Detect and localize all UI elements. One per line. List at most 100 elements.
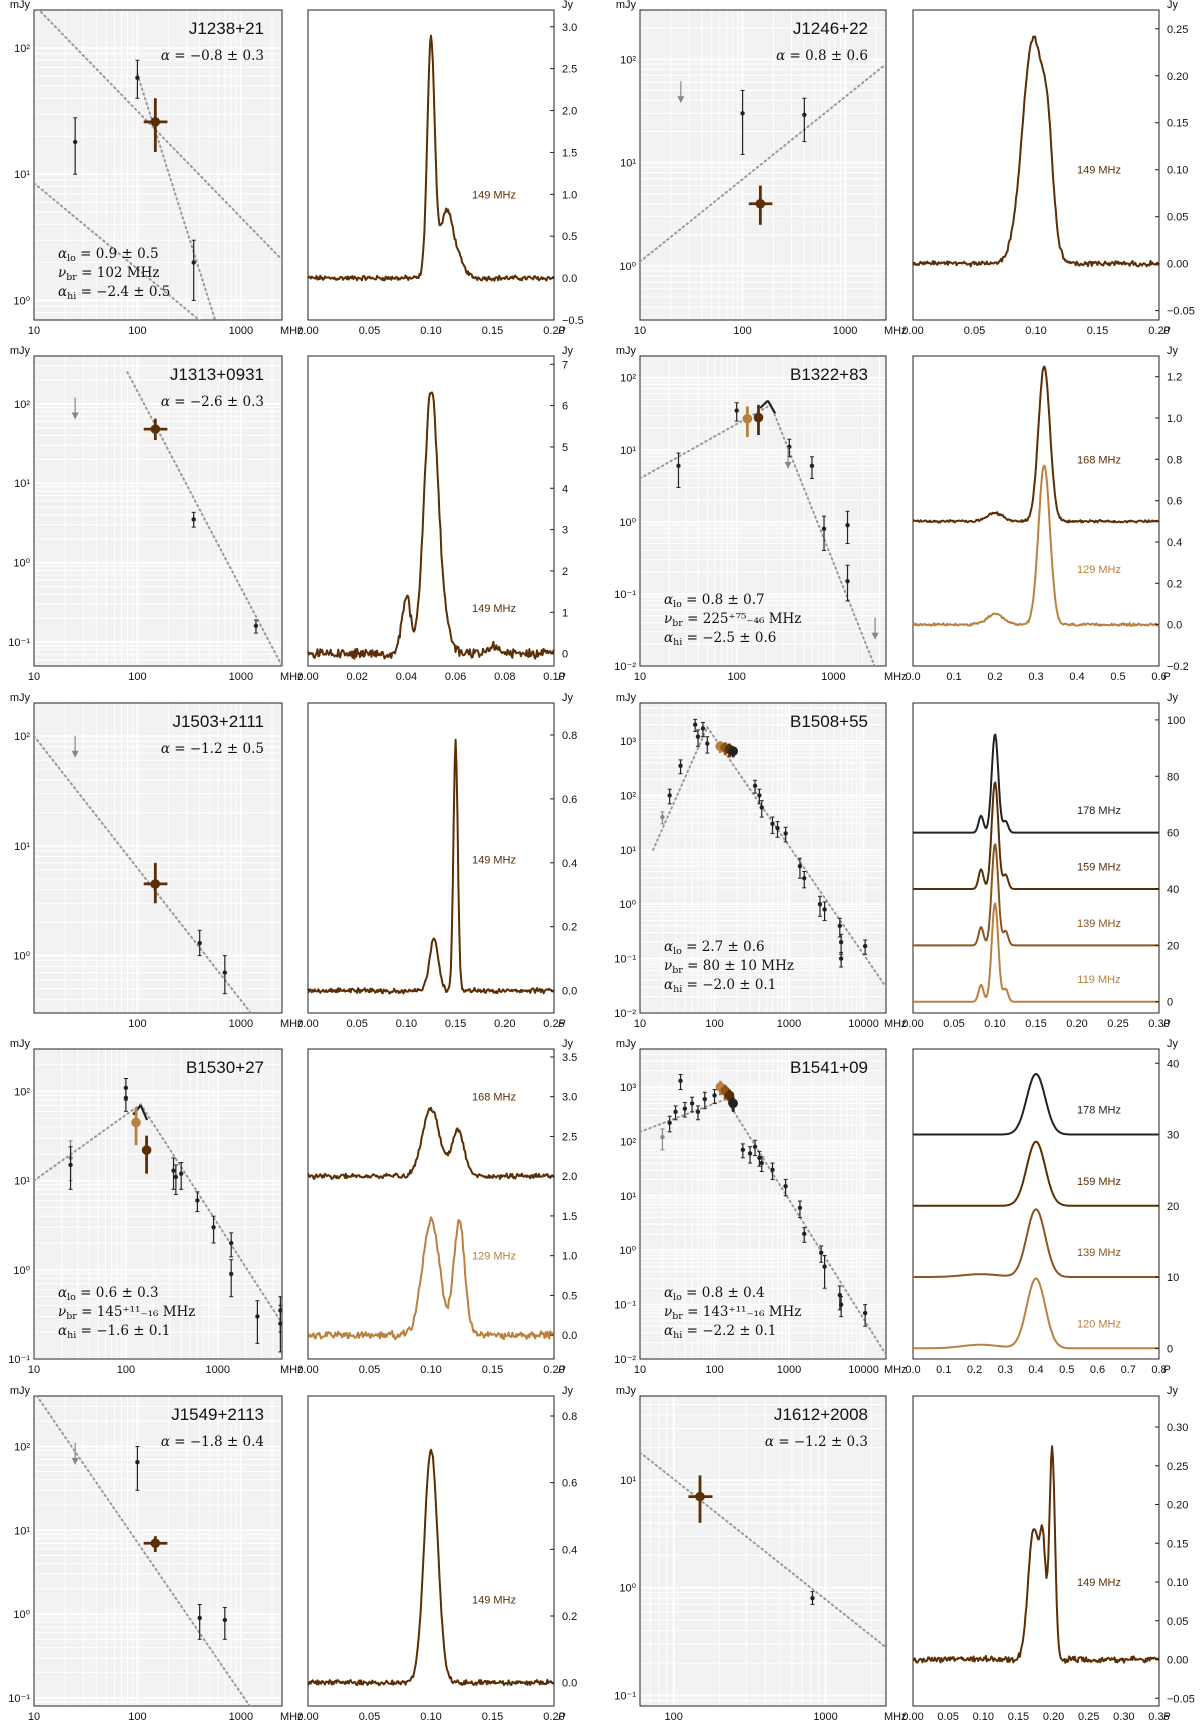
chart-j1238+21: 10 100 1000 MHz 10⁰ 10¹ 10² mJy J1238+21 α = −0.8… (10, 0, 584, 337)
y-tick-label: 20 (1167, 1201, 1179, 1213)
y-tick-label: 1.0 (562, 189, 577, 201)
profile-line (912, 843, 1160, 947)
profile-panel: 149 MHz 0.00 0.05 0.10 0.15 0.20P−0.5 0.0 0.5 1.… (297, 0, 583, 337)
y-tick-label: 0.05 (1167, 1616, 1188, 1628)
y-tick-label: 100 (1167, 715, 1185, 727)
data-point (197, 1615, 202, 1621)
y-tick-label: 0.20 (1167, 71, 1188, 83)
y-tick-label: 0.6 (562, 794, 577, 806)
profile-line (307, 34, 555, 282)
data-point (229, 1240, 234, 1246)
data-point (150, 117, 161, 127)
data-point (712, 1093, 717, 1098)
data-point (728, 746, 738, 756)
profile-line (912, 1140, 1160, 1207)
data-point (135, 1459, 140, 1465)
sed-panel: 100 1000 MHz 10⁻¹ 10⁰ 10¹ mJy J1612+2008 α = −1.… (614, 1385, 906, 1722)
y-tick-label: 2.5 (562, 64, 577, 76)
profile-frame (912, 9, 1160, 321)
spectral-index: α = −1.2 ± 0.3 (765, 1434, 868, 1450)
fit-line (652, 726, 709, 851)
profile-line (307, 391, 555, 660)
data-point (797, 1205, 803, 1211)
y-tick-label: 6 (562, 401, 568, 413)
x-tick-label: 0.25 (543, 1018, 564, 1030)
y-tick-label: 10⁰ (619, 261, 636, 273)
y-tick-label: 10⁻¹ (8, 1354, 30, 1366)
y-tick-label: 0 (1167, 1343, 1173, 1355)
profile-line (912, 781, 1160, 890)
y-tick-label: 10¹ (14, 478, 30, 490)
sed-plot-area (34, 10, 282, 320)
y-tick-label: 0.6 (1167, 496, 1182, 508)
chart-b1508+55: 10 100 1000 10000 MHz10⁻²10⁻¹10⁰10¹10²10³mJy… (614, 692, 1185, 1030)
x-tick-label: 0.00 (297, 325, 318, 337)
x-tick-label: 0.20 (543, 1711, 564, 1722)
y-tick-label: 0.20 (1167, 1500, 1188, 1512)
y-tick-label: 10⁰ (13, 558, 30, 570)
profile-freq-label: 139 MHz (1077, 1247, 1121, 1259)
x-tick-label: 0.05 (943, 1018, 964, 1030)
profile-freq-label: 129 MHz (1077, 564, 1121, 576)
profile-panel: 178 MHz 159 MHz 139 MHz 120 MHz 0.0 0.1 0.2 0.3… (905, 1038, 1179, 1376)
data-point (673, 1109, 678, 1115)
phase-unit: P (1163, 1711, 1171, 1722)
y-tick-label: 0.8 (1167, 454, 1182, 466)
sed-border (33, 355, 283, 667)
x-tick-label: 0.15 (445, 1018, 466, 1030)
sed-panel: 10 100 1000 MHz 10⁻² 10⁻¹ 10⁰ 10¹ 10² mJy B1322+83… (614, 345, 906, 683)
y-tick-label: 0.00 (1167, 1655, 1188, 1667)
y-tick-label: 1.5 (562, 147, 577, 159)
sed-plot-area (652, 718, 886, 989)
profile-frame (912, 355, 1160, 667)
sed-panel: 10 100 1000 MHz 10⁰ 10¹ 10² mJy J1246+22 α = 0.8 … (616, 0, 907, 337)
y-tick-label: 10 (1167, 1272, 1179, 1284)
data-point (197, 940, 202, 946)
y-axis-unit: mJy (10, 1385, 31, 1397)
data-point (255, 1314, 260, 1319)
profile-panel: 178 MHz 159 MHz 139 MHz 119 MHz 0.00 0.05 0.10… (902, 692, 1185, 1030)
data-point (862, 1310, 868, 1316)
y-axis-unit: Jy (1167, 1038, 1179, 1050)
y-tick-label: 3 (562, 525, 568, 537)
x-tick-label: 0.20 (543, 1364, 564, 1376)
y-tick-label: 80 (1167, 771, 1179, 783)
y-tick-label: 3.5 (562, 1052, 577, 1064)
nu-break: νbr = 80 ± 10 MHz (664, 958, 794, 976)
x-tick-label: 100 (128, 1018, 146, 1030)
y-tick-label: 3.0 (562, 22, 577, 34)
pulsar-name: J1246+22 (793, 19, 868, 38)
y-tick-label: 0.4 (562, 1544, 577, 1556)
data-point (770, 1167, 775, 1173)
y-tick-label: 10⁰ (13, 951, 30, 963)
pulsar-name: B1530+27 (186, 1058, 264, 1077)
nu-break: νbr = 102 MHz (58, 265, 160, 283)
profile-frame (912, 1395, 1160, 1707)
alpha-lo: αlo = 2.7 ± 0.6 (664, 939, 765, 957)
profile-panel: 168 MHz 129 MHz 0.00 0.05 0.10 0.15 0.20P 0.0 0.… (297, 1038, 577, 1376)
profile-freq-label: 178 MHz (1077, 805, 1121, 817)
x-tick-label: 0.20 (494, 1018, 515, 1030)
x-tick-label: 100 (128, 325, 146, 337)
y-axis-unit: mJy (616, 345, 637, 357)
x-tick-label: 0.1 (946, 671, 961, 683)
profile-frame (307, 9, 555, 321)
y-tick-label: 10⁻² (614, 1354, 636, 1366)
data-point (700, 726, 706, 731)
data-point (747, 1151, 753, 1156)
data-point (759, 1160, 764, 1166)
chart-b1530+27: 10 100 1000 MHz 10⁻¹ 10⁰ 10¹ 10² mJy B1530+27 αlo … (8, 1038, 577, 1376)
data-point (150, 1538, 161, 1549)
fit-line (34, 735, 253, 1013)
y-tick-label: 10² (620, 790, 636, 802)
profile-panel: 149 MHz 0.00 0.05 0.10 0.15 0.20 0.25P 0.0 0.2 0.… (297, 692, 577, 1030)
x-tick-label: 100 (733, 325, 751, 337)
model-segment (766, 400, 777, 414)
alpha-lo: αlo = 0.8 ± 0.4 (664, 1285, 765, 1303)
y-tick-label: 0.5 (562, 231, 577, 243)
y-tick-label: 0 (1167, 997, 1173, 1009)
x-tick-label: 0.25 (1107, 1018, 1128, 1030)
x-tick-label: 100 (665, 1711, 683, 1722)
data-point (676, 463, 681, 468)
